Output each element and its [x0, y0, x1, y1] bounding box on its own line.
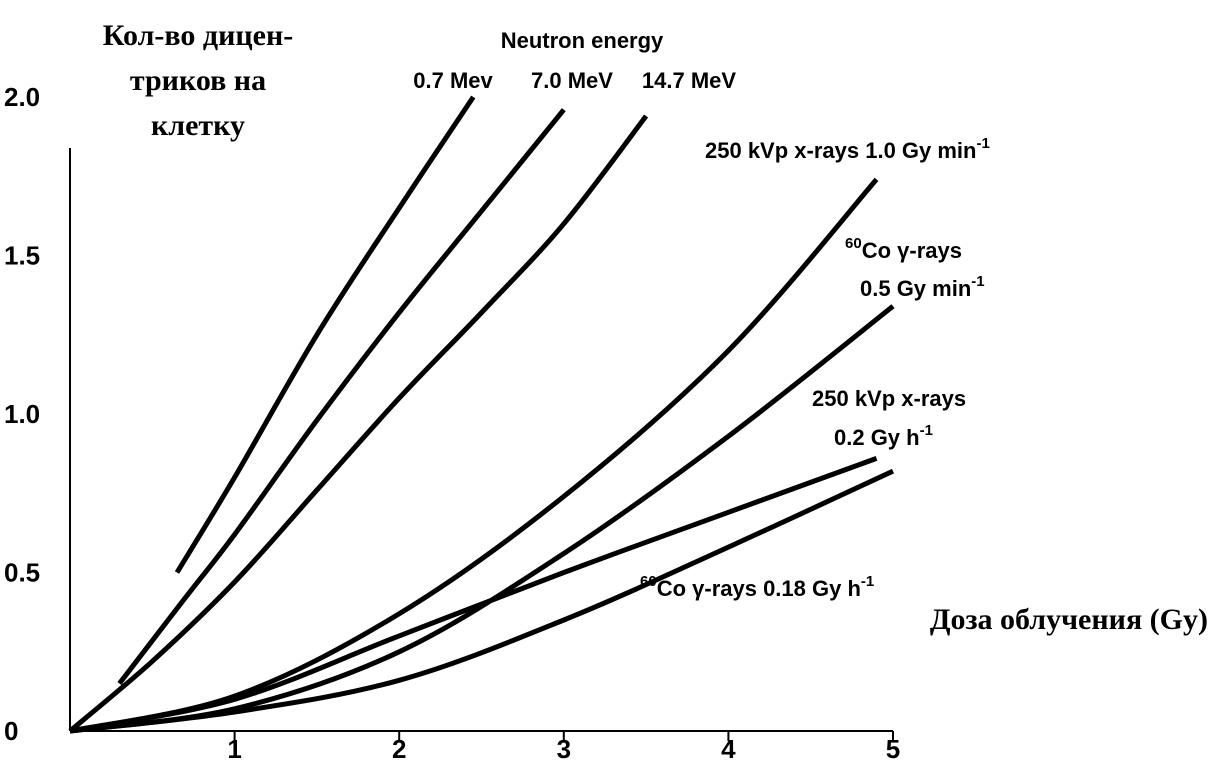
y-axis-title-line-2: триков на [130, 64, 266, 97]
x-axis-title: Доза облучения (Gy) [930, 603, 1208, 636]
series-line-3 [68, 114, 649, 733]
x-tick-label: 4 [721, 734, 736, 760]
xray-slow-label-line-1: 250 kVp x-rays [812, 386, 966, 411]
x-tick-label: 1 [227, 734, 241, 760]
y-tick-label: 1.0 [4, 399, 40, 429]
co-fast-label-line-2: 0.5 Gy min-1 [860, 273, 985, 301]
xray-fast-label: 250 kVp x-rays 1.0 Gy min-1 [705, 135, 990, 163]
xray-slow-label-line-2: 0.2 Gy h-1 [834, 422, 933, 450]
x-tick-label: 5 [886, 734, 900, 760]
x-tick-label: 3 [557, 734, 571, 760]
x-tick-label: 2 [392, 734, 406, 760]
co-fast-label-line-1: 60Co γ-rays [845, 235, 962, 263]
neutron-0-7-label: 0.7 Mev [413, 68, 493, 93]
series-line-6 [69, 456, 878, 734]
neutron-energy-label: Neutron energy [501, 28, 664, 53]
y-tick-label: 0.5 [4, 558, 40, 588]
series-curves [68, 95, 895, 734]
tick-marks: 1 2 3 4 5 0 0.5 1.0 1.5 2.0 [4, 82, 900, 760]
y-tick-label: 2.0 [4, 82, 40, 112]
series-line-4 [69, 177, 879, 734]
co-slow-label: 60Co γ-rays 0.18 Gy h-1 [640, 573, 874, 601]
series-line-2 [117, 108, 566, 686]
y-axis-title-line-1: Кол-во дицен- [103, 19, 294, 52]
y-axis-title-line-3: клетку [151, 109, 245, 142]
y-tick-label: 1.5 [4, 241, 40, 271]
series-line-5 [69, 304, 895, 734]
neutron-7-0-label: 7.0 MeV [531, 68, 613, 93]
neutron-14-7-label: 14.7 MeV [642, 68, 736, 93]
series-line-1 [174, 95, 476, 574]
y-tick-label: 0 [4, 716, 18, 746]
series-line-7 [69, 468, 895, 734]
